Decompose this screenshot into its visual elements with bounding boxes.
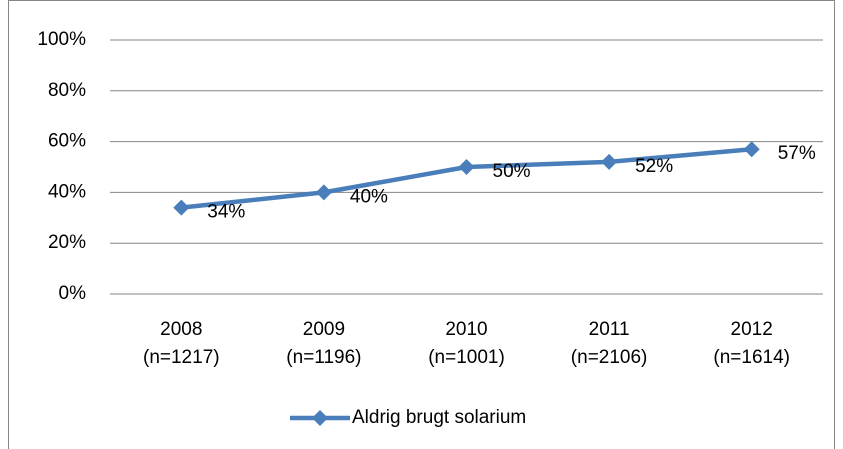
x-tick-label: 2009: [303, 319, 345, 340]
x-tick-label: 2012: [731, 319, 773, 340]
data-label: 57%: [778, 143, 816, 164]
x-tick-label: 2011: [589, 319, 630, 340]
x-tick-label: (n=1196): [286, 347, 361, 368]
y-tick-label: 100%: [37, 29, 86, 50]
data-point: [743, 141, 760, 158]
legend-marker: [312, 410, 328, 426]
data-point: [601, 153, 618, 170]
data-point: [315, 184, 332, 201]
x-tick-label: 2010: [445, 319, 487, 340]
y-tick-label: 40%: [48, 181, 86, 202]
data-label: 52%: [635, 156, 673, 177]
y-tick-label: 80%: [48, 80, 86, 101]
x-tick-label: (n=1001): [428, 347, 505, 368]
x-tick-label: (n=2106): [571, 347, 648, 368]
x-tick-label: (n=1217): [143, 347, 220, 368]
data-label: 34%: [207, 202, 245, 223]
data-point: [458, 159, 475, 175]
chart-frame: [8, 0, 835, 449]
x-tick-label: 2008: [160, 319, 202, 340]
y-tick-label: 60%: [48, 131, 86, 152]
y-tick-label: 0%: [59, 283, 87, 304]
data-label: 50%: [493, 161, 531, 182]
x-tick-label: (n=1614): [713, 347, 790, 368]
data-label: 40%: [350, 186, 388, 207]
y-tick-label: 20%: [48, 232, 86, 253]
legend-label: Aldrig brugt solarium: [352, 407, 526, 428]
data-point: [173, 199, 190, 216]
